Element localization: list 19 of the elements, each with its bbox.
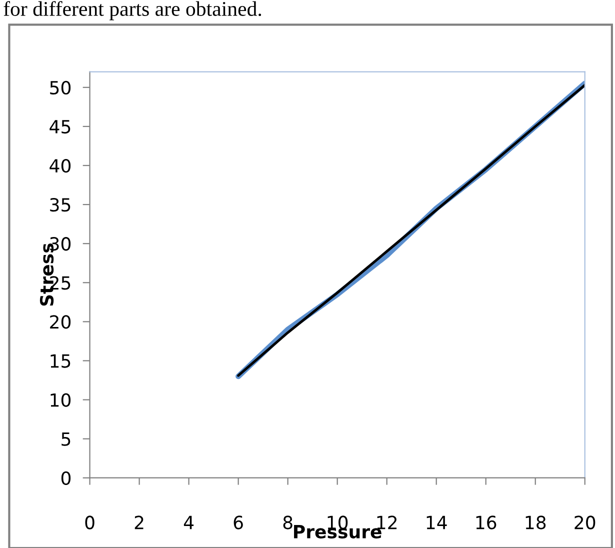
- y-tick-label: 10: [50, 393, 71, 407]
- y-tick-label: 0: [61, 471, 71, 485]
- y-tick-label: 5: [62, 432, 70, 446]
- x-tick-label: 0: [85, 516, 94, 530]
- y-tick-label: 20: [50, 315, 71, 329]
- x-tick-label: 2: [134, 516, 144, 530]
- x-tick-label: 8: [283, 516, 292, 530]
- x-tick-label: 6: [234, 516, 243, 530]
- y-tick-label: 15: [50, 354, 70, 368]
- x-tick-label: 20: [574, 516, 596, 530]
- x-tick-label: 14: [426, 516, 447, 530]
- x-tick-label: 4: [184, 516, 194, 530]
- y-tick-label: 35: [50, 198, 70, 212]
- x-tick-label: 18: [526, 516, 546, 530]
- y-tick-label: 40: [50, 158, 71, 173]
- y-tick-label: 50: [50, 80, 71, 95]
- x-tick-label: 16: [476, 516, 496, 530]
- text: for different parts are obtained.: [4, 1, 262, 20]
- y-tick-label: 45: [50, 120, 70, 134]
